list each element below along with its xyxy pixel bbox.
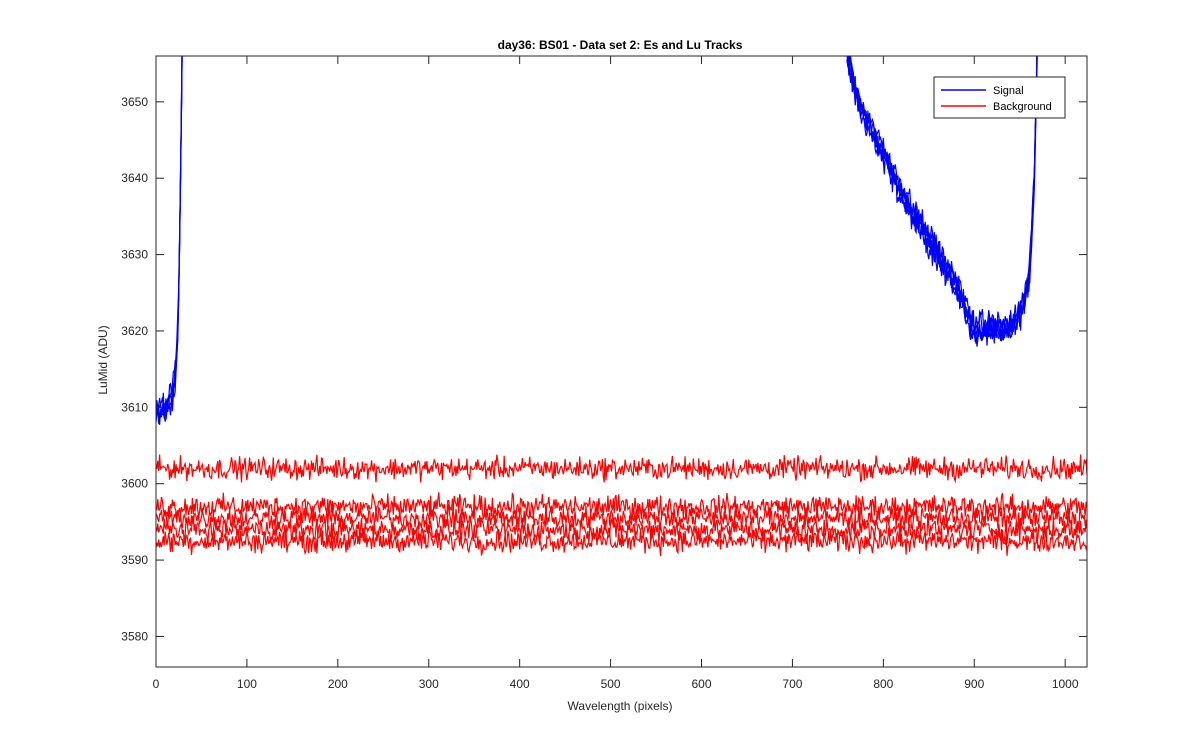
legend-label-background: Background bbox=[993, 101, 1052, 113]
y-tick-label: 3600 bbox=[121, 477, 148, 491]
y-tick-label: 3610 bbox=[121, 400, 148, 414]
y-tick-label: 3630 bbox=[121, 248, 148, 262]
y-tick-label: 3640 bbox=[121, 171, 148, 185]
signal-trace-5-segment-1 bbox=[156, 56, 183, 415]
background-trace-2 bbox=[156, 492, 1087, 521]
background-trace-5 bbox=[156, 526, 1087, 557]
x-tick-label: 400 bbox=[510, 677, 530, 691]
signal-trace-5-segment-2 bbox=[848, 56, 1038, 338]
legend-label-signal: Signal bbox=[993, 85, 1024, 97]
y-tick-label: 3650 bbox=[121, 95, 148, 109]
x-tick-label: 200 bbox=[328, 677, 348, 691]
axes-box bbox=[155, 55, 1088, 668]
background-trace-4 bbox=[156, 513, 1087, 545]
background-trace-3 bbox=[156, 503, 1087, 533]
plot-layer bbox=[156, 56, 1087, 557]
axes: 0 100 200 300 400 500 600 700 800 900 1000 3580 3590… bbox=[121, 55, 1088, 691]
x-tick-label: 1000 bbox=[1052, 677, 1079, 691]
x-tick-label: 100 bbox=[237, 677, 257, 691]
x-tick-label: 900 bbox=[964, 677, 984, 691]
signal-trace-4-segment-2 bbox=[846, 56, 1038, 338]
x-tick-label: 300 bbox=[419, 677, 439, 691]
legend: Signal Background bbox=[933, 76, 1066, 119]
chart-title: day36: BS01 - Data set 2: Es and Lu Trac… bbox=[498, 38, 743, 52]
y-tick-label: 3620 bbox=[121, 324, 148, 338]
y-axis-label: LuMid (ADU) bbox=[96, 325, 110, 394]
signal-trace-3-segment-2 bbox=[846, 56, 1038, 342]
y-tick-label: 3590 bbox=[121, 553, 148, 567]
x-tick-label: 500 bbox=[601, 677, 621, 691]
signal-trace-2-segment-2 bbox=[846, 56, 1038, 344]
x-tick-label: 800 bbox=[873, 677, 893, 691]
background-trace-1 bbox=[156, 454, 1087, 484]
x-tick-label: 0 bbox=[153, 677, 160, 691]
x-tick-label: 700 bbox=[782, 677, 802, 691]
y-tick-label: 3580 bbox=[121, 629, 148, 643]
signal-trace-1-segment-2 bbox=[846, 56, 1038, 347]
legend-box bbox=[933, 76, 1066, 119]
x-axis-label: Wavelength (pixels) bbox=[568, 699, 673, 713]
x-tick-label: 600 bbox=[691, 677, 711, 691]
